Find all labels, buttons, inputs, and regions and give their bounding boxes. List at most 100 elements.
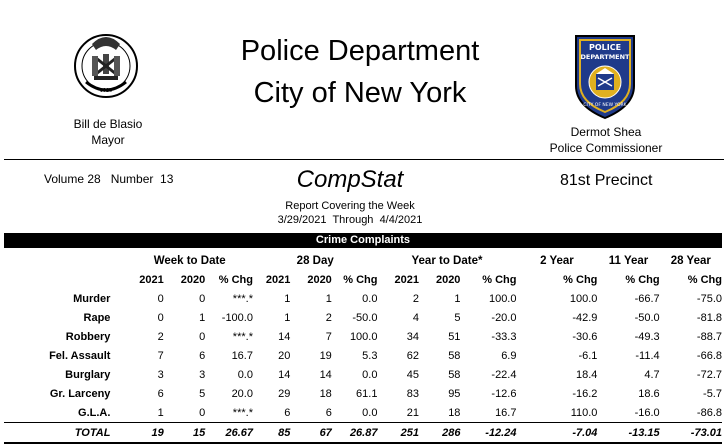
report-header: 1625 Police Department City of New York … — [0, 0, 727, 160]
table-cell: 100.0 — [569, 292, 598, 305]
mayor-title: Mayor — [91, 133, 125, 147]
table-cell: 83 — [406, 387, 419, 400]
table-cell: 2 — [412, 292, 419, 305]
group-2-year: 2 Year — [540, 254, 574, 267]
table-cell: -7.04 — [516, 422, 598, 444]
table-cell: -75.0 — [696, 292, 722, 305]
table-cell: 5 — [454, 311, 461, 324]
title-line-1: Police Department — [240, 35, 480, 67]
table-row: Rape 0 1 -100.0 1 2 -50.0 4 5 -20.0 -42.9 -50.0 -81.… — [4, 308, 722, 327]
col-header: 2020 — [307, 273, 332, 286]
report-name: CompStat — [296, 166, 404, 193]
table-cell: 26.67 — [205, 422, 253, 444]
table-cell: 6 — [199, 349, 206, 362]
table-cell: 62 — [406, 349, 419, 362]
report-period: Report Covering the Week 3/29/2021 Throu… — [250, 199, 450, 227]
table-cell: -72.7 — [696, 368, 722, 381]
table-row: Fel. Assault 7 6 16.7 20 19 5.3 62 58 6.9 -6.1 -11.… — [4, 346, 722, 365]
table-cell: 100.0 — [488, 292, 517, 305]
patch-text-bottom: CITY OF NEW YORK — [583, 102, 627, 108]
table-cell: -86.8 — [696, 406, 722, 419]
patch-text-mid: DEPARTMENT — [581, 53, 631, 61]
table-cell: 21 — [406, 406, 419, 419]
department-title: Police Department City of New York — [180, 30, 540, 114]
table-cell: -73.01 — [659, 422, 722, 444]
table-cell: 7 — [157, 349, 164, 362]
table-cell: -42.9 — [572, 311, 598, 324]
table-cell: 7 — [325, 330, 332, 343]
table-cell: -6.1 — [578, 349, 598, 362]
group-year-to-date: Year to Date* — [411, 254, 483, 267]
table-cell: 0.0 — [362, 292, 378, 305]
date-to: 4/4/2021 — [379, 214, 423, 226]
row-label: Murder — [73, 292, 111, 305]
table-cell: -33.3 — [491, 330, 517, 343]
table-cell: 1 — [284, 311, 291, 324]
mayor-name: Bill de Blasio — [73, 117, 143, 131]
date-range: 3/29/2021 Through 4/4/2021 — [250, 213, 450, 227]
table-cell: -100.0 — [221, 311, 253, 324]
table-cell: 286 — [418, 422, 461, 444]
table-cell: 18.4 — [575, 368, 598, 381]
table-cell: 0.0 — [362, 406, 378, 419]
svg-text:1625: 1625 — [100, 88, 113, 94]
table-cell: 4 — [412, 311, 419, 324]
table-body: Murder 0 0 ***.* 1 1 0.0 2 1 100.0 100.0 -66.7 -75.0… — [4, 289, 722, 444]
mayor-block: Bill de Blasio Mayor — [58, 116, 158, 148]
table-cell: 0 — [199, 330, 206, 343]
table-cell: -88.7 — [696, 330, 722, 343]
table-cell: 58 — [448, 368, 461, 381]
table-cell: 14 — [278, 368, 291, 381]
table-cell: 14 — [319, 368, 332, 381]
table-cell: 34 — [406, 330, 419, 343]
col-header: 2021 — [139, 273, 164, 286]
subheader-row: 2021 2020 % Chg 2021 2020 % Chg 2021 202… — [4, 270, 722, 289]
table-cell: 1 — [157, 406, 164, 419]
group-28-year: 28 Year — [670, 254, 711, 267]
row-label: Robbery — [65, 330, 111, 343]
table-row: G.L.A. 1 0 ***.* 6 6 0.0 21 18 16.7 110.0 -16.0 -86.… — [4, 403, 722, 423]
group-week-to-date: Week to Date — [153, 254, 226, 267]
table-cell: -16.0 — [634, 406, 660, 419]
table-cell: -66.8 — [696, 349, 722, 362]
col-header: 2021 — [265, 273, 291, 286]
table-cell: 20.0 — [231, 387, 253, 400]
group-28-day: 28 Day — [296, 254, 334, 267]
table-row: Gr. Larceny 6 5 20.0 29 18 61.1 83 95 -12.6 -16.2 1… — [4, 384, 722, 403]
table-cell: 51 — [448, 330, 461, 343]
table-cell: 18 — [448, 406, 461, 419]
table-cell: 0 — [157, 311, 164, 324]
table-cell: 18.6 — [638, 387, 660, 400]
row-label: Gr. Larceny — [49, 387, 111, 400]
table-cell: 61.1 — [356, 387, 378, 400]
table-cell: -11.4 — [635, 349, 660, 362]
row-label: TOTAL — [4, 422, 127, 444]
table-cell: 1 — [284, 292, 291, 305]
table-cell: 6.9 — [501, 349, 517, 362]
row-label: Burglary — [65, 368, 111, 381]
table-cell: 5.3 — [362, 349, 378, 362]
table-cell: 58 — [448, 349, 461, 362]
header-divider — [4, 159, 724, 160]
row-label: Fel. Assault — [49, 349, 111, 362]
table-cell: 251 — [377, 422, 419, 444]
col-header: 2021 — [394, 273, 419, 286]
table-cell: 26.87 — [331, 422, 378, 444]
table-cell: -50.0 — [352, 311, 378, 324]
table-cell: 6 — [325, 406, 332, 419]
table-cell: 16.7 — [495, 406, 517, 419]
table-cell: 2 — [157, 330, 164, 343]
table-row: Robbery 2 0 ***.* 14 7 100.0 34 51 -33.3 -30.6 -49.… — [4, 327, 722, 346]
col-header: % Chg — [218, 273, 253, 286]
patch-text-top: POLICE — [589, 43, 621, 52]
precinct-name: 81st Precinct — [560, 172, 653, 189]
table-cell: ***.* — [232, 406, 253, 419]
table-cell: 5 — [199, 387, 206, 400]
table-cell: 6 — [157, 387, 164, 400]
table-cell: 67 — [290, 422, 332, 444]
group-11-year: 11 Year — [608, 254, 649, 267]
table-cell: 2 — [325, 311, 332, 324]
col-header: % Chg — [482, 273, 517, 286]
table-cell: 3 — [199, 368, 206, 381]
row-label: Rape — [83, 311, 111, 324]
